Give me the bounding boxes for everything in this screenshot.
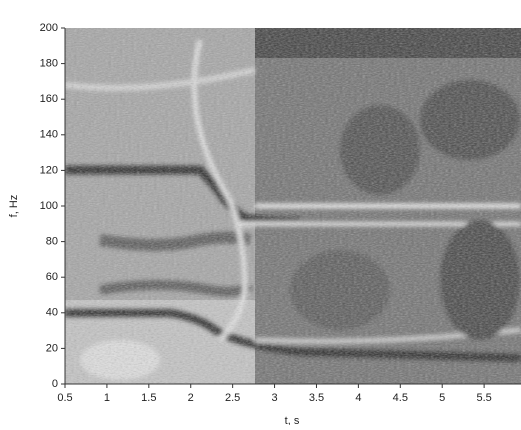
y-tick-label: 0 xyxy=(52,378,58,390)
x-tick-label: 2.5 xyxy=(225,392,240,404)
y-tick-label: 80 xyxy=(46,236,58,248)
y-tick-label: 140 xyxy=(40,129,58,141)
y-tick-label: 180 xyxy=(40,58,58,70)
x-tick-label: 3 xyxy=(271,392,277,404)
y-tick-label: 200 xyxy=(40,22,58,34)
x-tick-label: 5 xyxy=(439,392,445,404)
y-tick-label: 100 xyxy=(40,200,58,212)
axes: 0 20 40 60 80 100 120 140 160 180 200 0.5 1 1.5 2 2.5 3 3… xyxy=(40,22,521,404)
y-tick-label: 120 xyxy=(40,164,58,176)
x-tick-label: 2 xyxy=(188,392,194,404)
x-tick-label: 0.5 xyxy=(57,392,72,404)
y-tick-label: 60 xyxy=(46,271,58,283)
x-tick-label: 3.5 xyxy=(309,392,324,404)
y-tick-label: 40 xyxy=(46,307,58,319)
x-tick-label: 1 xyxy=(104,392,110,404)
spectrogram-image xyxy=(65,28,521,384)
x-tick-label: 1.5 xyxy=(141,392,156,404)
y-tick-label: 20 xyxy=(46,342,58,354)
x-tick-label: 4 xyxy=(355,392,361,404)
x-tick-label: 4.5 xyxy=(393,392,408,404)
x-tick-label: 5.5 xyxy=(476,392,491,404)
y-axis-label: f, Hz xyxy=(8,195,20,218)
x-axis-label: t, s xyxy=(285,415,300,425)
y-tick-label: 160 xyxy=(40,93,58,105)
